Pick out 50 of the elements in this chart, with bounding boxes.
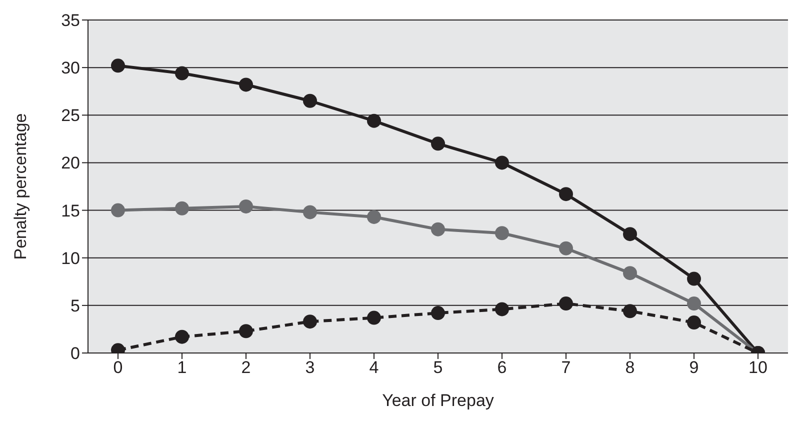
point [431, 306, 445, 320]
point [687, 272, 701, 286]
point [431, 222, 445, 236]
point [239, 199, 253, 214]
x-axis-title: Year of Prepay [382, 391, 494, 410]
point [687, 296, 701, 311]
point [175, 330, 189, 344]
point [367, 114, 381, 128]
point [623, 227, 637, 242]
x-tick-label: 7 [561, 358, 571, 378]
point [431, 136, 445, 151]
x-tick-label: 4 [369, 358, 379, 378]
y-tick-label: 0 [70, 344, 80, 364]
x-tick-label: 8 [625, 358, 635, 378]
x-tick-label: 5 [433, 358, 443, 378]
y-tick-label: 35 [61, 11, 80, 30]
point [559, 241, 573, 256]
point [303, 314, 317, 329]
y-tick-label: 30 [61, 58, 80, 78]
point [303, 205, 317, 220]
point [495, 302, 509, 316]
point [111, 203, 125, 218]
point [239, 78, 253, 92]
point [367, 210, 381, 224]
point [175, 66, 189, 80]
y-axis-title: Penalty percentage [11, 113, 30, 260]
point [559, 296, 573, 311]
x-tick-label: 3 [305, 358, 315, 378]
point [623, 266, 637, 280]
point [623, 304, 637, 318]
point [239, 324, 253, 338]
x-tick-label: 6 [497, 358, 507, 378]
x-tick-label: 10 [748, 358, 768, 378]
point [495, 156, 509, 170]
point [687, 316, 701, 330]
y-tick-label: 5 [70, 296, 80, 316]
x-tick-label: 2 [241, 358, 251, 378]
x-tick-label: 0 [113, 358, 123, 378]
point [559, 187, 573, 202]
y-tick-label: 15 [61, 201, 80, 220]
x-tick-label: 1 [177, 358, 187, 378]
y-tick-label: 20 [61, 154, 80, 173]
y-tick-label: 25 [61, 106, 80, 126]
point [303, 94, 317, 108]
point [495, 226, 509, 240]
point [111, 58, 125, 73]
point [175, 201, 189, 216]
point [367, 310, 381, 325]
x-tick-label: 9 [689, 358, 699, 378]
y-tick-label: 10 [61, 248, 80, 268]
